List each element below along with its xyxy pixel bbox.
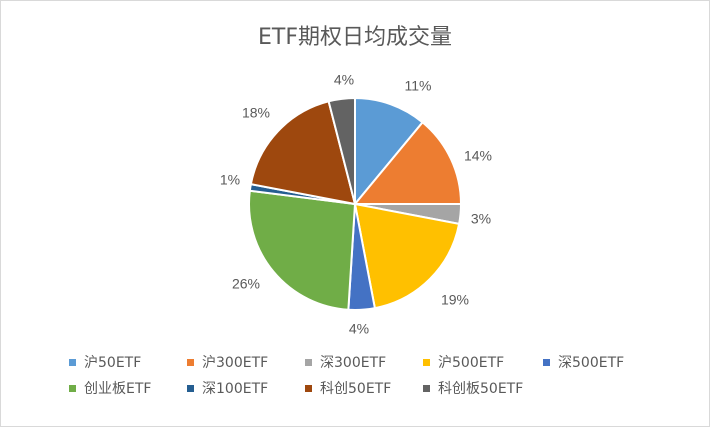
pie-chart: 11% 14% 3% 19% 4% 26% 1% 18% 4% xyxy=(220,72,492,337)
data-label: 14% xyxy=(464,148,492,164)
pie-slice xyxy=(354,96,424,207)
legend-swatch xyxy=(187,384,194,392)
legend-item: 创业板ETF xyxy=(69,377,151,399)
legend-label: 创业板ETF xyxy=(84,381,152,397)
legend-row: 沪50ETF 沪300ETF 深300ETF 沪500ETF 深500ETF xyxy=(1,351,709,373)
data-label: 4% xyxy=(349,321,369,337)
legend-label: 深500ETF xyxy=(558,355,625,371)
legend-label: 科创50ETF xyxy=(320,381,392,397)
legend-label: 深100ETF xyxy=(202,381,269,397)
legend-item: 科创50ETF xyxy=(305,377,391,399)
legend-label: 沪50ETF xyxy=(84,355,142,371)
pie-slice xyxy=(353,202,461,310)
legend-item: 沪50ETF xyxy=(69,351,141,373)
legend-swatch xyxy=(543,358,550,366)
legend-swatch xyxy=(69,384,76,392)
data-label: 4% xyxy=(334,72,354,88)
legend-item: 深300ETF xyxy=(305,351,386,373)
data-label: 18% xyxy=(242,105,270,121)
legend-swatch xyxy=(305,384,312,392)
chart-title: ETF期权日均成交量 xyxy=(258,25,452,50)
legend-row: 创业板ETF 深100ETF 科创50ETF 科创板50ETF xyxy=(1,377,709,399)
legend-swatch xyxy=(423,358,430,366)
legend-item: 深500ETF xyxy=(543,351,624,373)
legend-item: 沪300ETF xyxy=(187,351,268,373)
legend-label: 深300ETF xyxy=(320,355,387,371)
data-label: 1% xyxy=(220,172,240,188)
legend-item: 深100ETF xyxy=(187,377,268,399)
legend-swatch xyxy=(69,358,76,366)
data-label: 26% xyxy=(232,276,260,292)
legend-label: 沪500ETF xyxy=(438,355,505,371)
data-label: 11% xyxy=(405,78,432,94)
pie-slice xyxy=(248,189,357,311)
legend-item: 科创板50ETF xyxy=(423,377,523,399)
legend-item: 沪500ETF xyxy=(423,351,504,373)
data-label: 19% xyxy=(441,292,469,308)
legend-label: 科创板50ETF xyxy=(438,381,524,397)
legend-swatch xyxy=(423,384,430,392)
legend-label: 沪300ETF xyxy=(202,355,269,371)
legend-swatch xyxy=(187,358,194,366)
pie-slice xyxy=(249,100,357,206)
pie-slice xyxy=(352,120,463,205)
pie-slice xyxy=(327,96,356,205)
data-label: 3% xyxy=(471,211,491,227)
legend-swatch xyxy=(305,358,312,366)
